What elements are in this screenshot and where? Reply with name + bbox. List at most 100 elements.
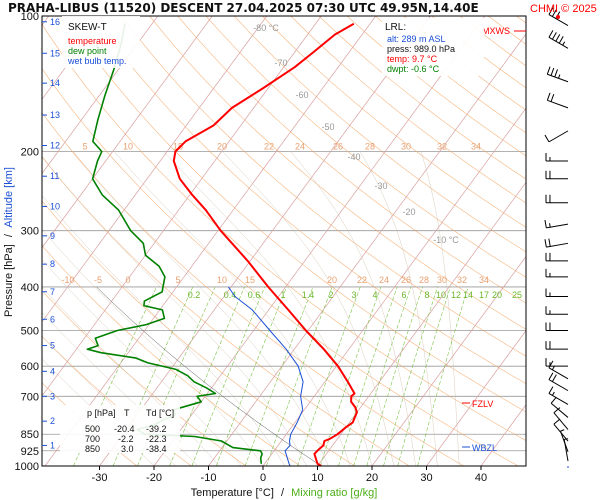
upper-isotherm-label: -60 — [295, 90, 308, 100]
isotherm-label: 15 — [245, 275, 255, 285]
wind-barb — [544, 219, 569, 229]
isotherm-label: 30 — [437, 275, 447, 285]
isotherm-label: 28 — [365, 141, 375, 151]
x-axis-title: Temperature [°C] / Mixing ratio [g/kg] — [191, 487, 378, 499]
wind-barb — [548, 30, 569, 49]
wind-barb-staff — [546, 242, 569, 248]
isotherm-label: 28 — [419, 275, 429, 285]
x-tick-label: -20 — [146, 472, 162, 484]
mixing-ratio-line — [215, 286, 288, 466]
isotherm-label: 5 — [82, 141, 87, 151]
altitude-tick-label: 12 — [50, 141, 60, 151]
lrl-title: LRL: — [385, 22, 406, 33]
isotherm-label: 20 — [217, 141, 227, 151]
mixing-ratio-label: 2 — [328, 290, 333, 300]
isotherm-label: 15 — [173, 141, 183, 151]
pressure-tick-label: 500 — [21, 326, 39, 338]
wind-barb — [553, 418, 569, 442]
wind-barb — [545, 358, 568, 367]
table-row-700-t: -2.2 — [118, 434, 134, 444]
isotherm-line — [44, 16, 377, 466]
isotherm-line — [153, 16, 486, 466]
mixing-ratio-label: 1 — [280, 290, 285, 300]
wet-bulb-temp-line — [227, 286, 304, 466]
mixing-ratio-line — [191, 286, 265, 466]
wind-barb-flag — [551, 374, 557, 382]
plot-background — [42, 16, 526, 466]
wind-barb-flag — [548, 372, 554, 380]
wind-barb-staff — [547, 99, 569, 109]
wind-barb-flag — [548, 238, 551, 247]
wbzl-label: WBZL — [472, 443, 497, 453]
table-row-500-t: -20.4 — [114, 424, 135, 434]
isotherm-label: 32 — [437, 141, 447, 151]
wind-barb-flag — [548, 360, 554, 369]
table-row-700-p: 700 — [85, 434, 100, 444]
chart-title: PRAHA-LIBUS (11520) DESCENT 27.04.2025 0… — [8, 1, 479, 15]
pressure-tick-label: 300 — [21, 226, 39, 238]
legend-title: SKEW-T — [68, 22, 107, 33]
x-tick-label: 30 — [420, 472, 432, 484]
y-axis-title: Pressure [hPa] / Altitude [km] — [3, 167, 15, 317]
wind-barb-half-flag — [562, 41, 566, 46]
dry-adiabat — [42, 245, 301, 466]
altitude-tick-label: 16 — [50, 17, 60, 27]
isotherm-line — [42, 16, 322, 397]
altitude-tick-label: 13 — [50, 110, 60, 120]
wind-barb-flag — [555, 34, 561, 42]
isotherm-label: 30 — [401, 141, 411, 151]
altitude-tick-label: 8 — [50, 259, 55, 269]
dry-adiabat — [121, 16, 526, 357]
legend-wet-bulb: wet bulb temp. — [67, 56, 127, 66]
pressure-tick-label: 925 — [21, 446, 39, 458]
table-row-850-p: 850 — [85, 444, 100, 454]
wind-barb — [545, 194, 568, 204]
mixing-ratio-label: 14 — [463, 290, 473, 300]
dry-adiabat — [64, 16, 526, 413]
wind-barb — [545, 152, 568, 162]
wind-barb — [545, 322, 568, 332]
wind-barb-staff — [548, 393, 569, 405]
x-axis-title-temperature: Temperature [°C] — [191, 487, 274, 499]
mixing-ratio-line — [417, 286, 469, 466]
isotherm-label: -5 — [94, 275, 102, 285]
altitude-tick-label: 14 — [50, 78, 60, 88]
wind-barb — [548, 372, 569, 392]
wind-barb — [548, 360, 569, 380]
x-tick-label: -30 — [92, 472, 108, 484]
moist-adiabat — [42, 194, 286, 466]
isotherm-line — [262, 107, 526, 466]
wind-barb — [545, 268, 568, 278]
wind-barb — [553, 407, 569, 430]
mixing-ratio-label: 6 — [401, 290, 406, 300]
wind-barb — [563, 438, 569, 462]
background-grid: 5 10 15 20 22 24 26 28 30 32 34-10 -5 0 5 10 15 20 22 24 26… — [42, 16, 526, 466]
isotherm-line — [208, 33, 526, 466]
table-row-850-td: -38.4 — [146, 444, 167, 454]
dry-adiabat — [92, 16, 526, 384]
mixing-ratio-label: 3 — [351, 290, 356, 300]
isotherm-line — [371, 255, 526, 466]
wind-barb — [546, 66, 569, 83]
mixing-ratio-label: 10 — [436, 290, 446, 300]
mixing-ratio-label: 4 — [372, 290, 377, 300]
wind-barb-flag — [548, 386, 554, 394]
wind-barb-flag — [558, 36, 564, 44]
isotherm-label: 22 — [357, 275, 367, 285]
svg-text:Temperature [°C] /: Temperature [°C] / Mixing ratio [g/kg] — [191, 487, 378, 499]
wind-barb-staff — [547, 73, 569, 83]
wind-barb-staff — [548, 367, 569, 380]
isotherm-label: 32 — [457, 275, 467, 285]
table-row-500-td: -39.2 — [146, 424, 167, 434]
legend-box — [62, 16, 140, 68]
altitude-tick-label: 2 — [50, 416, 55, 426]
svg-text:Pressure [hPa] / A: Pressure [hPa] / Altitude [km] — [3, 167, 15, 317]
wind-barb — [545, 306, 568, 315]
wind-barb-staff — [548, 130, 569, 143]
altitude-tick-label: 3 — [50, 391, 55, 401]
wind-barb — [548, 386, 569, 405]
isotherm-label: 22 — [264, 141, 274, 151]
table-row-850-t: 3.0 — [121, 444, 134, 454]
isotherm-line — [99, 16, 431, 466]
